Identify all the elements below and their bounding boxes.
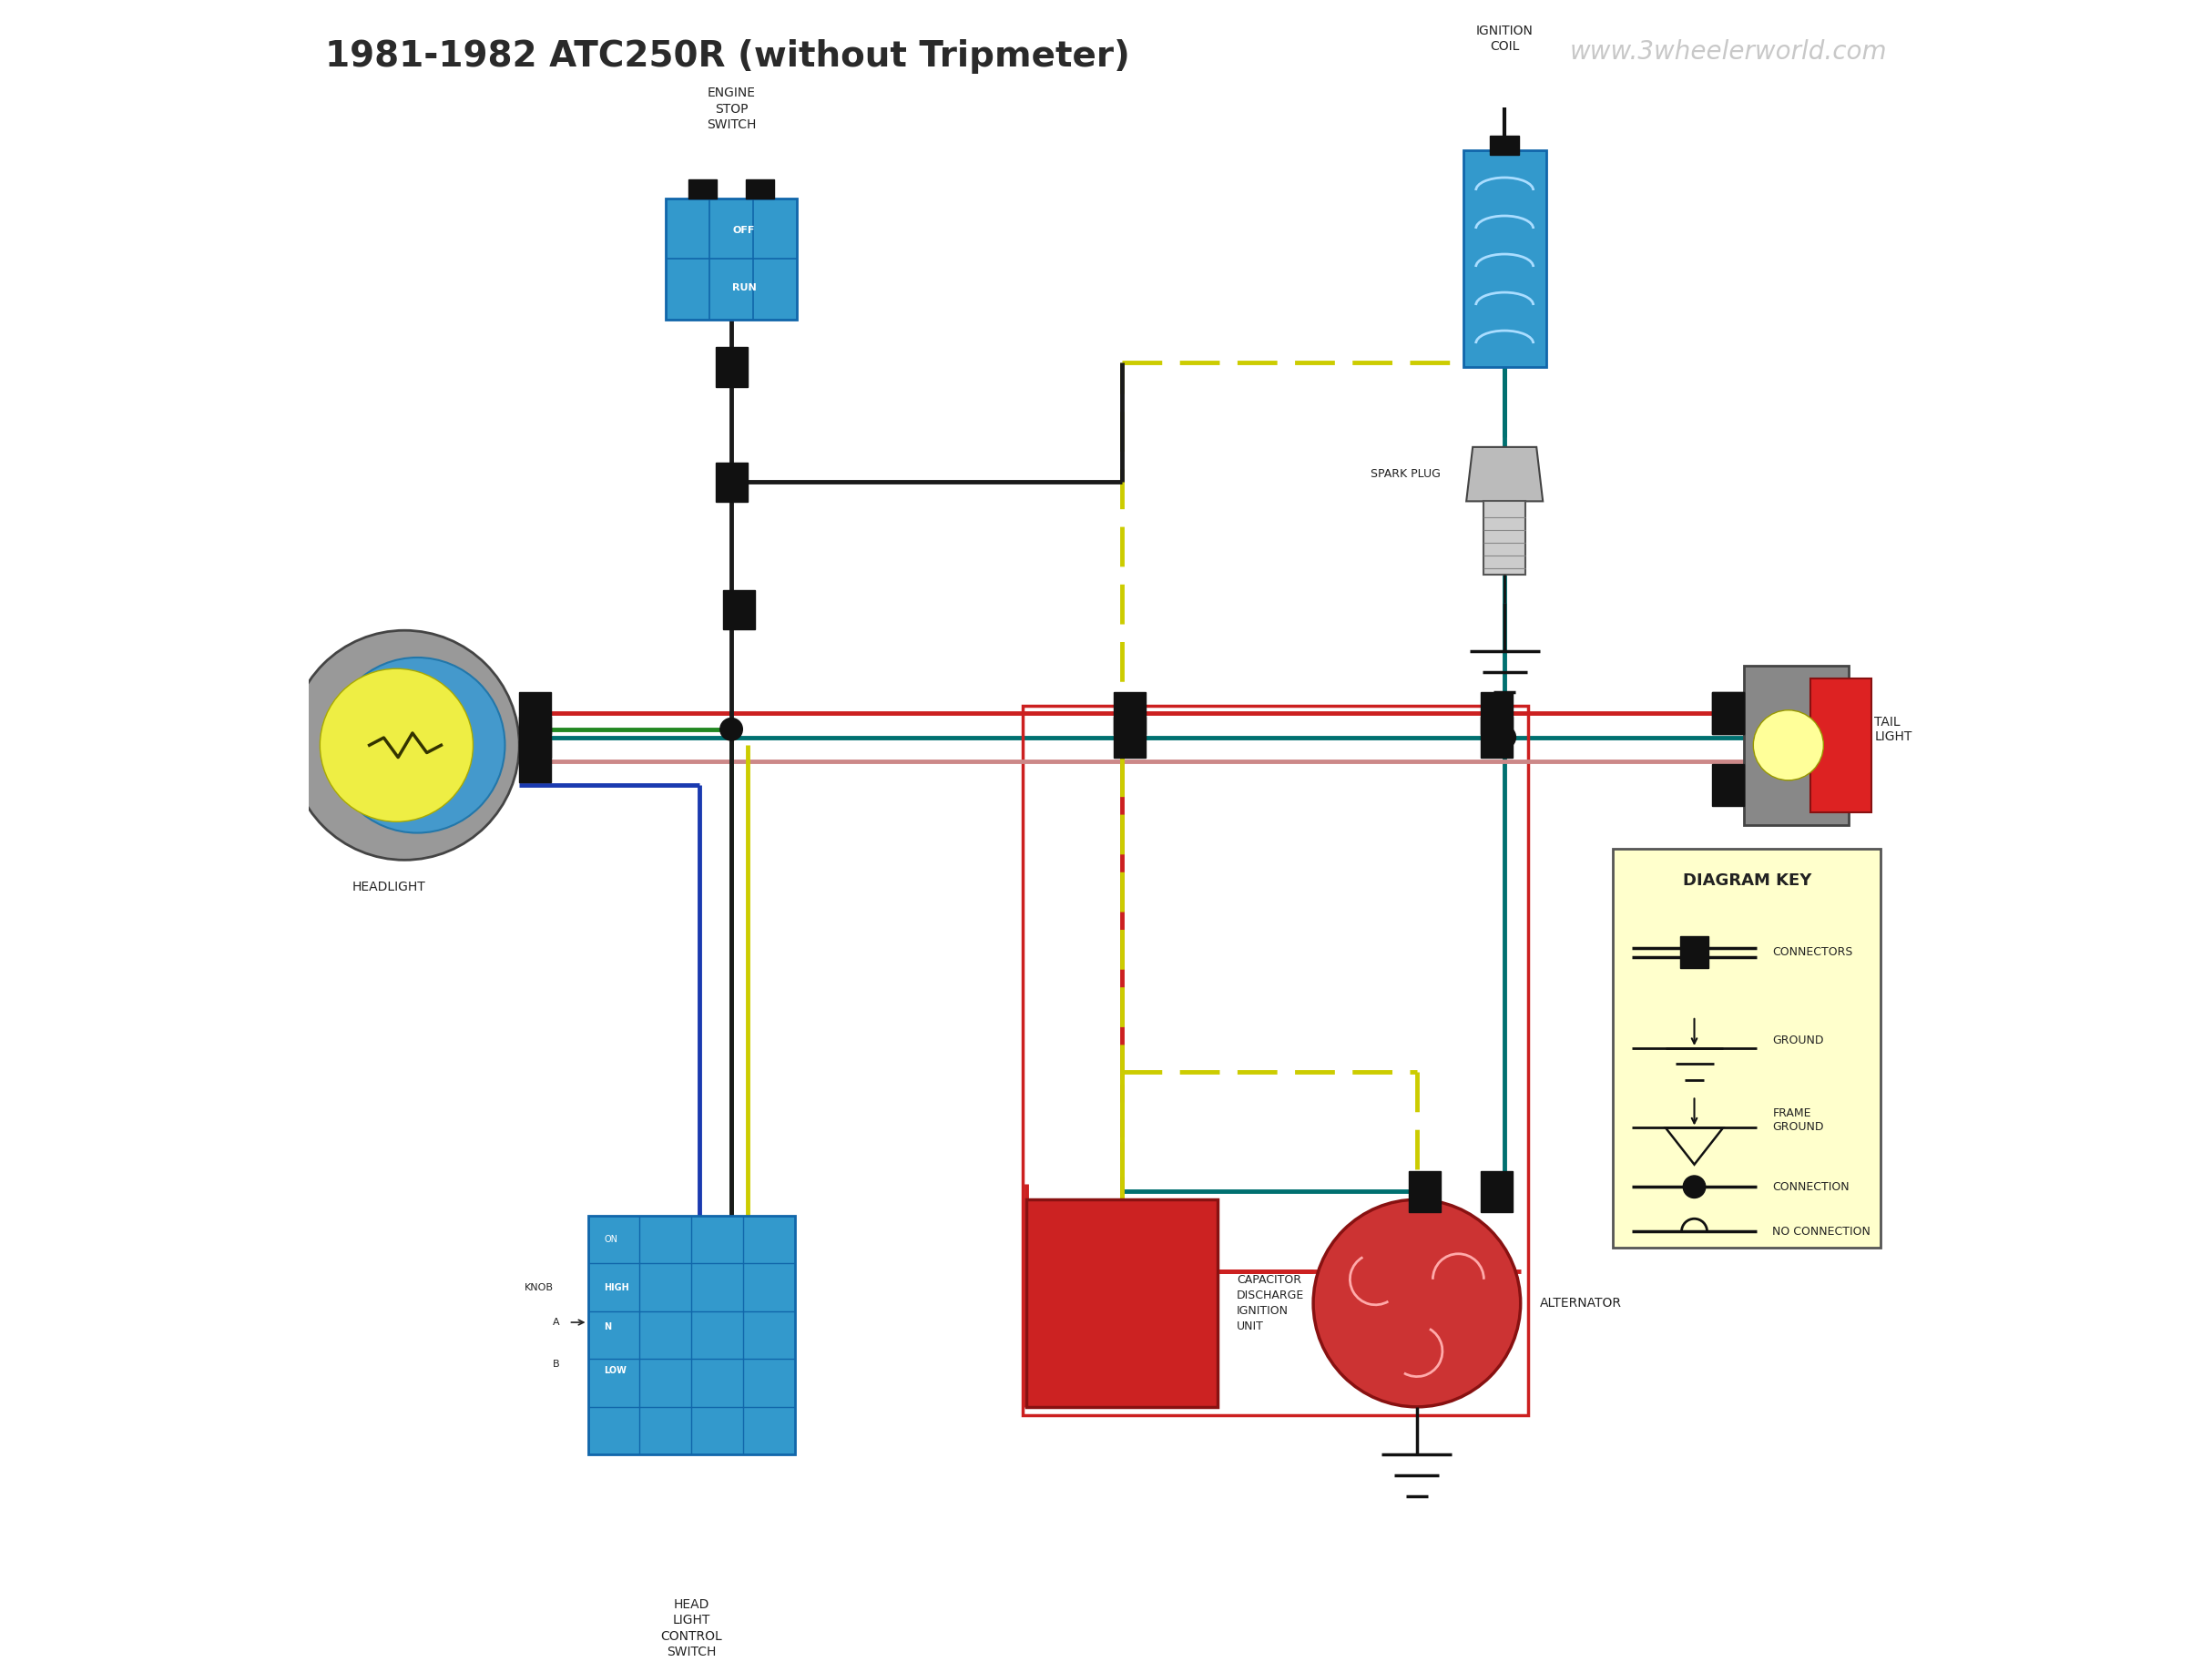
Bar bbox=[1743, 665, 1849, 824]
Text: FRAME
GROUND: FRAME GROUND bbox=[1772, 1107, 1825, 1132]
Bar bbox=[1679, 936, 1708, 969]
Text: A: A bbox=[553, 1318, 560, 1326]
Bar bbox=[1026, 1200, 1217, 1406]
FancyBboxPatch shape bbox=[588, 1215, 794, 1454]
Bar bbox=[1812, 678, 1871, 813]
FancyBboxPatch shape bbox=[666, 198, 796, 319]
Text: 1981-1982 ATC250R (without Tripmeter): 1981-1982 ATC250R (without Tripmeter) bbox=[325, 38, 1130, 73]
Text: ENGINE
STOP
SWITCH: ENGINE STOP SWITCH bbox=[706, 86, 757, 131]
Text: CONNECTORS: CONNECTORS bbox=[1772, 947, 1854, 959]
Text: CONNECTION: CONNECTION bbox=[1772, 1182, 1849, 1193]
Circle shape bbox=[330, 658, 504, 833]
Bar bbox=[1613, 849, 1880, 1248]
Circle shape bbox=[1754, 710, 1823, 779]
Text: HEAD
LIGHT
CONTROL
SWITCH: HEAD LIGHT CONTROL SWITCH bbox=[661, 1599, 723, 1659]
Bar bbox=[1115, 693, 1146, 735]
Bar bbox=[745, 179, 774, 198]
Text: RUN: RUN bbox=[732, 283, 757, 293]
Bar bbox=[1024, 705, 1528, 1414]
Bar bbox=[723, 590, 754, 630]
Circle shape bbox=[1314, 1200, 1520, 1406]
Text: KNOB: KNOB bbox=[524, 1283, 553, 1291]
Bar bbox=[1480, 716, 1513, 758]
Bar bbox=[1480, 1172, 1513, 1212]
Circle shape bbox=[321, 668, 473, 821]
Text: SPARK PLUG: SPARK PLUG bbox=[1371, 469, 1440, 480]
Text: HEADLIGHT: HEADLIGHT bbox=[352, 881, 425, 894]
Text: www.3wheelerworld.com: www.3wheelerworld.com bbox=[1571, 38, 1887, 65]
Bar bbox=[1480, 693, 1513, 735]
Bar bbox=[1712, 693, 1743, 735]
Text: IGNITION
COIL: IGNITION COIL bbox=[1475, 25, 1533, 53]
Bar bbox=[714, 462, 748, 502]
Bar bbox=[1484, 502, 1526, 575]
Bar bbox=[520, 693, 551, 735]
Text: CAPACITOR
DISCHARGE
IGNITION
UNIT: CAPACITOR DISCHARGE IGNITION UNIT bbox=[1237, 1275, 1305, 1333]
Text: NO CONNECTION: NO CONNECTION bbox=[1772, 1225, 1871, 1238]
Bar bbox=[714, 347, 748, 387]
Circle shape bbox=[721, 718, 743, 740]
Text: OFF: OFF bbox=[732, 226, 754, 234]
Polygon shape bbox=[1467, 447, 1542, 502]
Text: N: N bbox=[604, 1323, 611, 1331]
Circle shape bbox=[1683, 1175, 1705, 1198]
Text: DIAGRAM KEY: DIAGRAM KEY bbox=[1683, 873, 1812, 889]
Text: ON: ON bbox=[604, 1235, 617, 1243]
Bar bbox=[1712, 765, 1743, 806]
Text: HIGH: HIGH bbox=[604, 1283, 628, 1291]
Circle shape bbox=[721, 470, 743, 494]
Bar bbox=[1115, 716, 1146, 758]
Bar bbox=[688, 179, 717, 198]
Text: TAIL
LIGHT: TAIL LIGHT bbox=[1874, 716, 1911, 743]
Bar bbox=[520, 740, 551, 781]
Text: GROUND: GROUND bbox=[1772, 1034, 1825, 1045]
Text: ALTERNATOR: ALTERNATOR bbox=[1540, 1296, 1621, 1310]
Bar bbox=[1491, 136, 1520, 155]
Text: B: B bbox=[553, 1360, 560, 1368]
Circle shape bbox=[290, 630, 520, 859]
Bar bbox=[1712, 693, 1743, 735]
Bar bbox=[520, 716, 551, 758]
Circle shape bbox=[1493, 726, 1515, 748]
FancyBboxPatch shape bbox=[1462, 151, 1546, 367]
Text: LOW: LOW bbox=[604, 1366, 626, 1374]
Bar bbox=[1409, 1172, 1440, 1212]
